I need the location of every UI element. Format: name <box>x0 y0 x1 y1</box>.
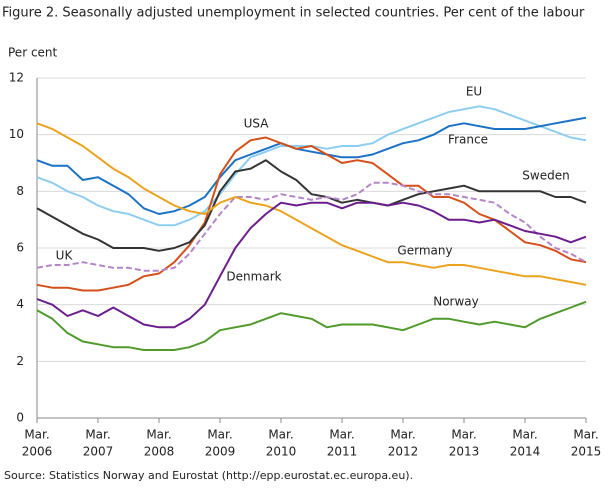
y-tick-label: 8 <box>16 184 24 198</box>
x-tick-label: Mar. <box>146 428 171 442</box>
y-tick-label: 0 <box>16 411 24 425</box>
series-line <box>36 116 587 215</box>
x-tick-label: 2006 <box>22 445 53 459</box>
y-tick-label: 2 <box>16 354 24 368</box>
x-tick-label: Mar. <box>573 428 598 442</box>
x-tick-label: 2010 <box>266 445 297 459</box>
x-tick-label: 2012 <box>388 445 419 459</box>
y-axis-label: Per cent <box>8 46 58 60</box>
series-label: UK <box>56 249 74 263</box>
series-label: USA <box>244 117 270 131</box>
x-tick-label: Mar. <box>512 428 537 442</box>
series-line <box>36 201 587 329</box>
series-line <box>36 181 587 272</box>
y-tick-label: 10 <box>9 127 24 141</box>
series-label: Sweden <box>522 169 569 183</box>
x-tick-label: Mar. <box>24 428 49 442</box>
series-label: EU <box>466 85 482 99</box>
x-tick-label: 2013 <box>449 445 480 459</box>
x-tick-label: 2014 <box>510 445 541 459</box>
series-line <box>36 105 587 227</box>
series-line <box>36 300 587 351</box>
y-tick-label: 6 <box>16 241 24 255</box>
y-tick-label: 12 <box>9 71 24 85</box>
x-tick-label: 2009 <box>205 445 236 459</box>
source: Source: Statistics Norway and Eurostat (… <box>4 469 413 482</box>
x-tick-label: Mar. <box>85 428 110 442</box>
chart-title: Figure 2. Seasonally adjusted unemployme… <box>2 6 585 21</box>
x-tick-label: Mar. <box>390 428 415 442</box>
series-line <box>36 159 587 252</box>
x-tick-label: 2011 <box>327 445 358 459</box>
series-label: Norway <box>433 295 479 309</box>
series-label: France <box>448 133 488 147</box>
x-tick-label: Mar. <box>451 428 476 442</box>
y-tick-label: 4 <box>16 297 24 311</box>
series-label: Germany <box>397 244 452 258</box>
series-line <box>36 122 587 286</box>
x-tick-label: Mar. <box>329 428 354 442</box>
x-tick-label: 2007 <box>83 445 114 459</box>
series-label: Denmark <box>226 270 281 284</box>
x-tick-label: Mar. <box>207 428 232 442</box>
x-tick-label: 2008 <box>144 445 175 459</box>
x-tick-label: Mar. <box>268 428 293 442</box>
x-tick-label: 2015 <box>571 445 602 459</box>
